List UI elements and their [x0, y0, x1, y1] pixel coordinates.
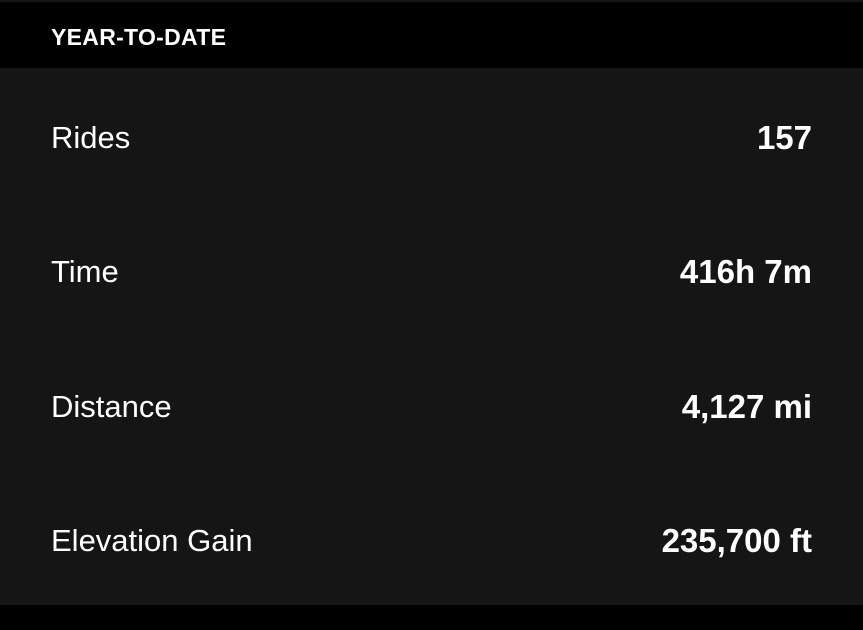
- stat-value: 157: [756, 119, 812, 156]
- stat-label: Rides: [51, 120, 131, 155]
- section-title: YEAR-TO-DATE: [51, 24, 227, 50]
- stat-value: 4,127 mi: [681, 388, 812, 425]
- stat-value: 416h 7m: [679, 253, 812, 290]
- stat-row-time: Time 416h 7m: [51, 247, 812, 297]
- stat-row-elevation-gain: Elevation Gain 235,700 ft: [51, 516, 812, 566]
- stat-row-distance: Distance 4,127 mi: [51, 382, 812, 432]
- stat-label: Elevation Gain: [51, 523, 253, 558]
- stat-value: 235,700 ft: [661, 522, 812, 559]
- stats-panel: Rides 157 Time 416h 7m Distance 4,127 mi…: [0, 68, 863, 605]
- section-header: YEAR-TO-DATE: [0, 0, 863, 68]
- stat-label: Time: [51, 254, 119, 289]
- stat-label: Distance: [51, 389, 172, 424]
- stat-row-rides: Rides 157: [51, 113, 812, 163]
- footer-strip: [0, 605, 863, 630]
